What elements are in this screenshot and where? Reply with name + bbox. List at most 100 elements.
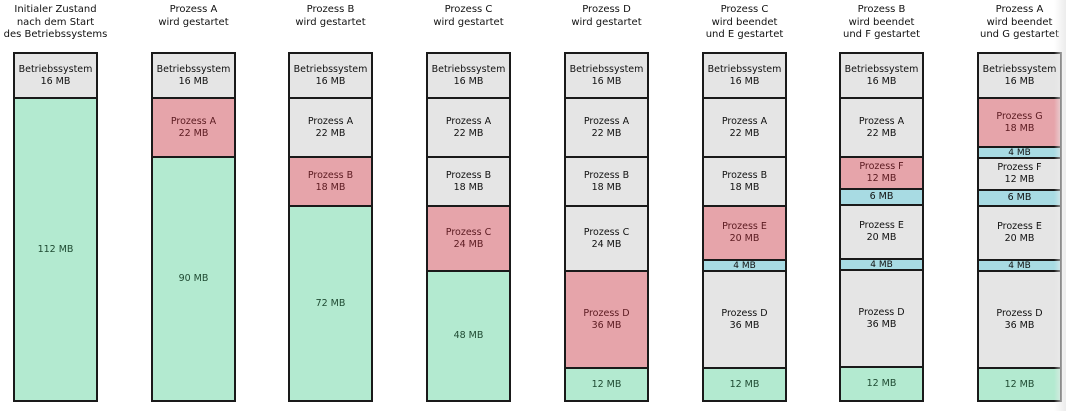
block-size: 12 MB: [866, 173, 897, 184]
block-size: 48 MB: [453, 330, 484, 341]
block-label: Prozess D: [721, 307, 768, 319]
block-label: Betriebssystem: [18, 63, 93, 75]
block-size: 16 MB: [40, 75, 71, 87]
block-label: Prozess G: [996, 110, 1043, 122]
block-size: 36 MB: [866, 318, 897, 330]
os-block: Betriebssystem 16 MB: [428, 54, 509, 97]
block-size: 20 MB: [1004, 233, 1035, 244]
block-size: 12 MB: [1004, 378, 1035, 390]
block-label: Prozess A: [583, 115, 630, 127]
block-size: 22 MB: [453, 127, 484, 139]
block-label: Betriebssystem: [844, 63, 919, 75]
process-block: Prozess B 18 MB: [566, 156, 647, 205]
free-memory-block: 72 MB: [290, 205, 371, 400]
memory-hole-block: 4 MB: [841, 258, 922, 270]
block-label: Prozess B: [721, 169, 768, 181]
block-size: 22 MB: [591, 127, 622, 139]
free-memory-block: 12 MB: [566, 367, 647, 400]
block-size: 6 MB: [869, 191, 894, 202]
os-block: Betriebssystem 16 MB: [15, 54, 96, 97]
block-label: Prozess F: [997, 162, 1042, 173]
block-size: 18 MB: [315, 181, 346, 193]
memory-column: Betriebssystem 16 MB Prozess A 22 MB Prozess…: [288, 52, 373, 402]
block-size: 4 MB: [1008, 147, 1031, 158]
free-memory-block: 12 MB: [841, 366, 922, 400]
block-size: 16 MB: [453, 75, 484, 87]
os-block: Betriebssystem 16 MB: [979, 54, 1060, 97]
block-size: 18 MB: [453, 181, 484, 193]
column-title-line: wird gestartet: [295, 16, 366, 28]
memory-hole-block: 4 MB: [979, 146, 1060, 158]
column-title-line: und F gestartet: [843, 29, 920, 40]
block-label: Prozess C: [583, 226, 630, 238]
process-block: Prozess F 12 MB: [841, 156, 922, 188]
process-block: Prozess D 36 MB: [566, 270, 647, 367]
memory-hole-block: 6 MB: [841, 188, 922, 204]
block-size: 12 MB: [591, 378, 622, 390]
process-block: Prozess E 20 MB: [979, 205, 1060, 259]
column-title-line: Prozess C: [444, 4, 493, 15]
column-title-line: wird beendet: [711, 16, 778, 28]
block-label: Prozess A: [170, 115, 217, 127]
block-size: 18 MB: [729, 181, 760, 193]
block-size: 16 MB: [591, 75, 622, 87]
process-block: Prozess C 24 MB: [566, 205, 647, 270]
block-size: 72 MB: [315, 297, 346, 309]
block-size: 112 MB: [37, 243, 74, 255]
os-block: Betriebssystem 16 MB: [290, 54, 371, 97]
os-block: Betriebssystem 16 MB: [704, 54, 785, 97]
block-size: 22 MB: [178, 127, 209, 139]
block-size: 6 MB: [1007, 192, 1032, 203]
column-title-line: Prozess D: [582, 4, 631, 15]
memory-column: Betriebssystem 16 MB Prozess A 22 MB Prozess…: [839, 52, 924, 402]
memory-hole-block: 4 MB: [979, 259, 1060, 271]
block-label: Prozess A: [307, 115, 354, 127]
os-block: Betriebssystem 16 MB: [566, 54, 647, 97]
process-block: Prozess D 36 MB: [841, 269, 922, 366]
process-block: Prozess G 18 MB: [979, 97, 1060, 146]
block-size: 12 MB: [866, 378, 897, 389]
block-size: 4 MB: [733, 260, 756, 271]
memory-column: Betriebssystem 16 MB 112 MB: [13, 52, 98, 402]
block-label: Prozess E: [997, 221, 1042, 232]
block-size: 22 MB: [315, 127, 346, 139]
process-block: Prozess F 12 MB: [979, 157, 1060, 189]
memory-hole-block: 4 MB: [704, 259, 785, 271]
column-title-line: wird beendet: [986, 16, 1053, 28]
os-block: Betriebssystem 16 MB: [153, 54, 234, 97]
process-block: Prozess E 20 MB: [841, 204, 922, 258]
process-block: Prozess A 22 MB: [841, 97, 922, 156]
memory-hole-block: 6 MB: [979, 189, 1060, 205]
block-label: Prozess E: [722, 221, 767, 232]
block-size: 16 MB: [315, 75, 346, 87]
process-block: Prozess A 22 MB: [428, 97, 509, 156]
os-block: Betriebssystem 16 MB: [841, 54, 922, 97]
process-block: Prozess A 22 MB: [290, 97, 371, 156]
column-title-line: wird gestartet: [158, 16, 229, 28]
free-memory-block: 12 MB: [704, 367, 785, 400]
block-size: 20 MB: [729, 233, 760, 244]
block-size: 36 MB: [729, 319, 760, 331]
block-label: Prozess B: [307, 169, 354, 181]
memory-column: Betriebssystem 16 MB Prozess A 22 MB Prozess…: [426, 52, 511, 402]
free-memory-block: 90 MB: [153, 156, 234, 400]
block-label: Betriebssystem: [707, 63, 782, 75]
column-title-line: Prozess B: [306, 4, 355, 15]
block-size: 16 MB: [1004, 75, 1035, 87]
process-block: Prozess D 36 MB: [704, 270, 785, 367]
column-title-line: und E gestartet: [705, 29, 784, 40]
process-block: Prozess C 24 MB: [428, 205, 509, 270]
column-title-line: und G gestartet: [980, 29, 1059, 40]
block-size: 36 MB: [1004, 319, 1035, 331]
block-label: Prozess B: [583, 169, 630, 181]
free-memory-block: 48 MB: [428, 270, 509, 400]
free-memory-block: 12 MB: [979, 367, 1060, 400]
column-title: Initialer Zustand nach dem Start des Betri…: [0, 4, 116, 42]
column-title-line: wird gestartet: [571, 16, 642, 28]
block-size: 18 MB: [1004, 122, 1035, 134]
block-size: 36 MB: [591, 319, 622, 331]
block-size: 4 MB: [1008, 260, 1031, 271]
